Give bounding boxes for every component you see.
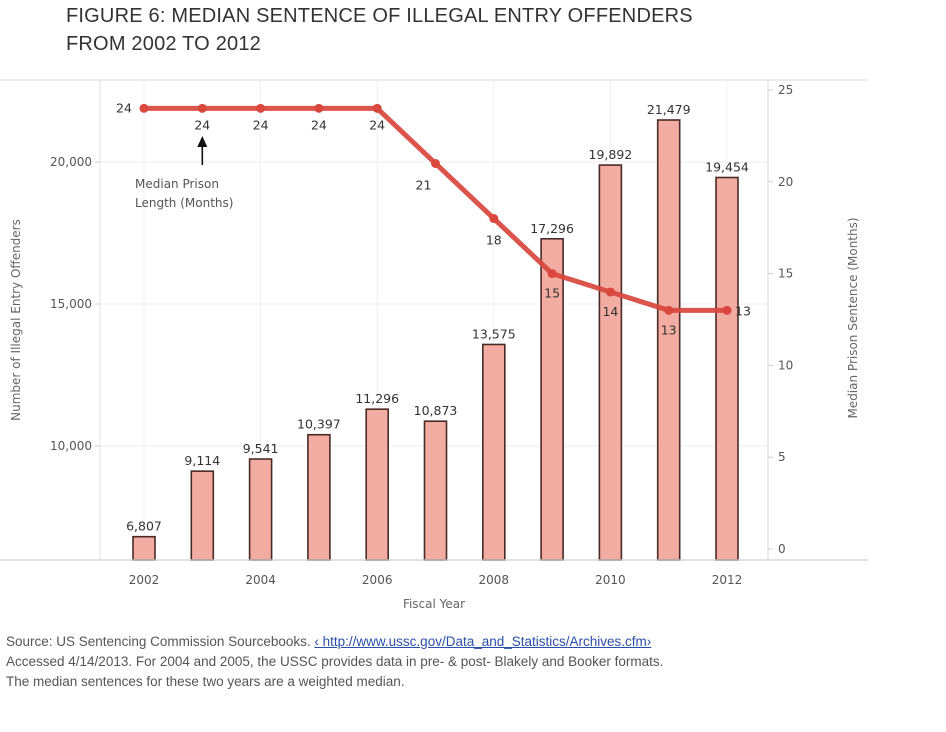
line-label-2004: 24 xyxy=(253,117,269,132)
y2-axis-title: Median Prison Sentence (Months) xyxy=(846,217,860,418)
y-tick-label: 20,000 xyxy=(50,155,92,169)
bar-2008 xyxy=(481,343,506,561)
source-prefix: Source: US Sentencing Commission Sourceb… xyxy=(6,634,315,649)
axes: 10,000 15,000 20,000 0 5 10 15 20 25 2002 2004 2006… xyxy=(0,80,868,611)
bar-label-2007: 10,873 xyxy=(414,403,458,418)
line-point-2002 xyxy=(139,103,149,113)
line-point-2009 xyxy=(547,269,557,279)
annotation-text-line: Median Prison xyxy=(135,177,219,191)
bar-label-2005: 10,397 xyxy=(297,417,341,432)
bar-2007 xyxy=(423,420,448,561)
y2-tick-label: 25 xyxy=(778,83,793,97)
line-series xyxy=(139,103,732,315)
line-point-2003 xyxy=(197,103,207,113)
x-tick-label: 2006 xyxy=(362,573,393,587)
bar-label-2012: 19,454 xyxy=(705,160,749,175)
y-tick-label: 15,000 xyxy=(50,297,92,311)
arrow-up-icon xyxy=(197,136,208,147)
x-tick-label: 2012 xyxy=(712,573,743,587)
bar-2002 xyxy=(132,535,156,561)
line-point-2008 xyxy=(489,214,499,224)
bar-2010 xyxy=(598,164,623,561)
bar-2005 xyxy=(307,433,331,561)
bar-2003 xyxy=(190,470,215,561)
source-line-3: The median sentences for these two years… xyxy=(6,674,405,689)
y2-tick-label: 0 xyxy=(778,542,786,556)
annotation: Median Prison Length (Months) xyxy=(135,136,233,210)
y2-tick-label: 5 xyxy=(778,450,786,464)
y2-tick-label: 10 xyxy=(778,358,793,372)
line-point-2012 xyxy=(722,305,732,315)
source-link[interactable]: ‹ http://www.ussc.gov/Data_and_Statistic… xyxy=(314,634,652,649)
y-tick-label: 10,000 xyxy=(50,439,92,453)
line-label-2002: 24 xyxy=(116,100,132,115)
line-point-2004 xyxy=(256,103,266,113)
bar-2004 xyxy=(248,458,273,561)
line-label-2009: 15 xyxy=(544,286,560,301)
annotation-text-line: Length (Months) xyxy=(135,196,233,210)
bar-label-2008: 13,575 xyxy=(472,326,516,341)
y2-tick-label: 20 xyxy=(778,175,793,189)
bar-label-2004: 9,541 xyxy=(243,441,279,456)
line-label-2008: 18 xyxy=(486,233,502,248)
line-point-2005 xyxy=(314,103,324,113)
chart-title-line-1: FIGURE 6: MEDIAN SENTENCE OF ILLEGAL ENT… xyxy=(66,5,693,27)
line-label-2007: 21 xyxy=(416,177,432,192)
bar-label-2002: 6,807 xyxy=(126,519,162,534)
combo-chart: 6,8079,1149,54110,39711,29610,87313,5751… xyxy=(0,79,868,611)
x-axis-title: Fiscal Year xyxy=(403,597,465,611)
line-point-2010 xyxy=(605,287,615,297)
bar-label-2011: 21,479 xyxy=(647,102,691,117)
line-label-2003: 24 xyxy=(194,117,210,132)
line-point-2007 xyxy=(431,158,440,168)
line-label-2011: 13 xyxy=(661,322,677,337)
line-label-2006: 24 xyxy=(369,117,385,132)
line-data-labels: 24 24 24 24 24 21 18 15 14 13 13 xyxy=(116,100,751,337)
source-line-2: Accessed 4/14/2013. For 2004 and 2005, t… xyxy=(6,654,664,669)
chart-title: FIGURE 6: MEDIAN SENTENCE OF ILLEGAL ENT… xyxy=(66,2,693,58)
y2-tick-label: 15 xyxy=(778,267,793,281)
bar-label-2010: 19,892 xyxy=(589,147,633,162)
bar-2012 xyxy=(715,176,739,561)
line-point-2006 xyxy=(372,103,382,113)
y-axis-title: Number of Illegal Entry Offenders xyxy=(9,219,23,421)
line-label-2005: 24 xyxy=(311,117,327,132)
x-tick-label: 2008 xyxy=(479,573,510,587)
source-note: Source: US Sentencing Commission Sourceb… xyxy=(6,632,663,692)
bar-label-2009: 17,296 xyxy=(530,221,574,236)
line-label-2012: 13 xyxy=(735,303,751,318)
x-tick-label: 2002 xyxy=(129,573,160,587)
bar-label-2006: 11,296 xyxy=(355,391,399,406)
line-label-2010: 14 xyxy=(602,304,618,319)
x-tick-label: 2010 xyxy=(595,573,626,587)
x-tick-label: 2004 xyxy=(245,573,276,587)
bar-label-2003: 9,114 xyxy=(184,453,220,468)
bar-data-labels: 6,807 9,114 9,541 10,397 11,296 10,873 13,575 1… xyxy=(126,102,749,534)
chart-title-line-2: FROM 2002 TO 2012 xyxy=(66,33,261,55)
line-point-2011 xyxy=(664,305,674,315)
bar-2006 xyxy=(365,408,390,561)
bar-2011 xyxy=(656,119,681,561)
bar-series xyxy=(132,119,739,561)
